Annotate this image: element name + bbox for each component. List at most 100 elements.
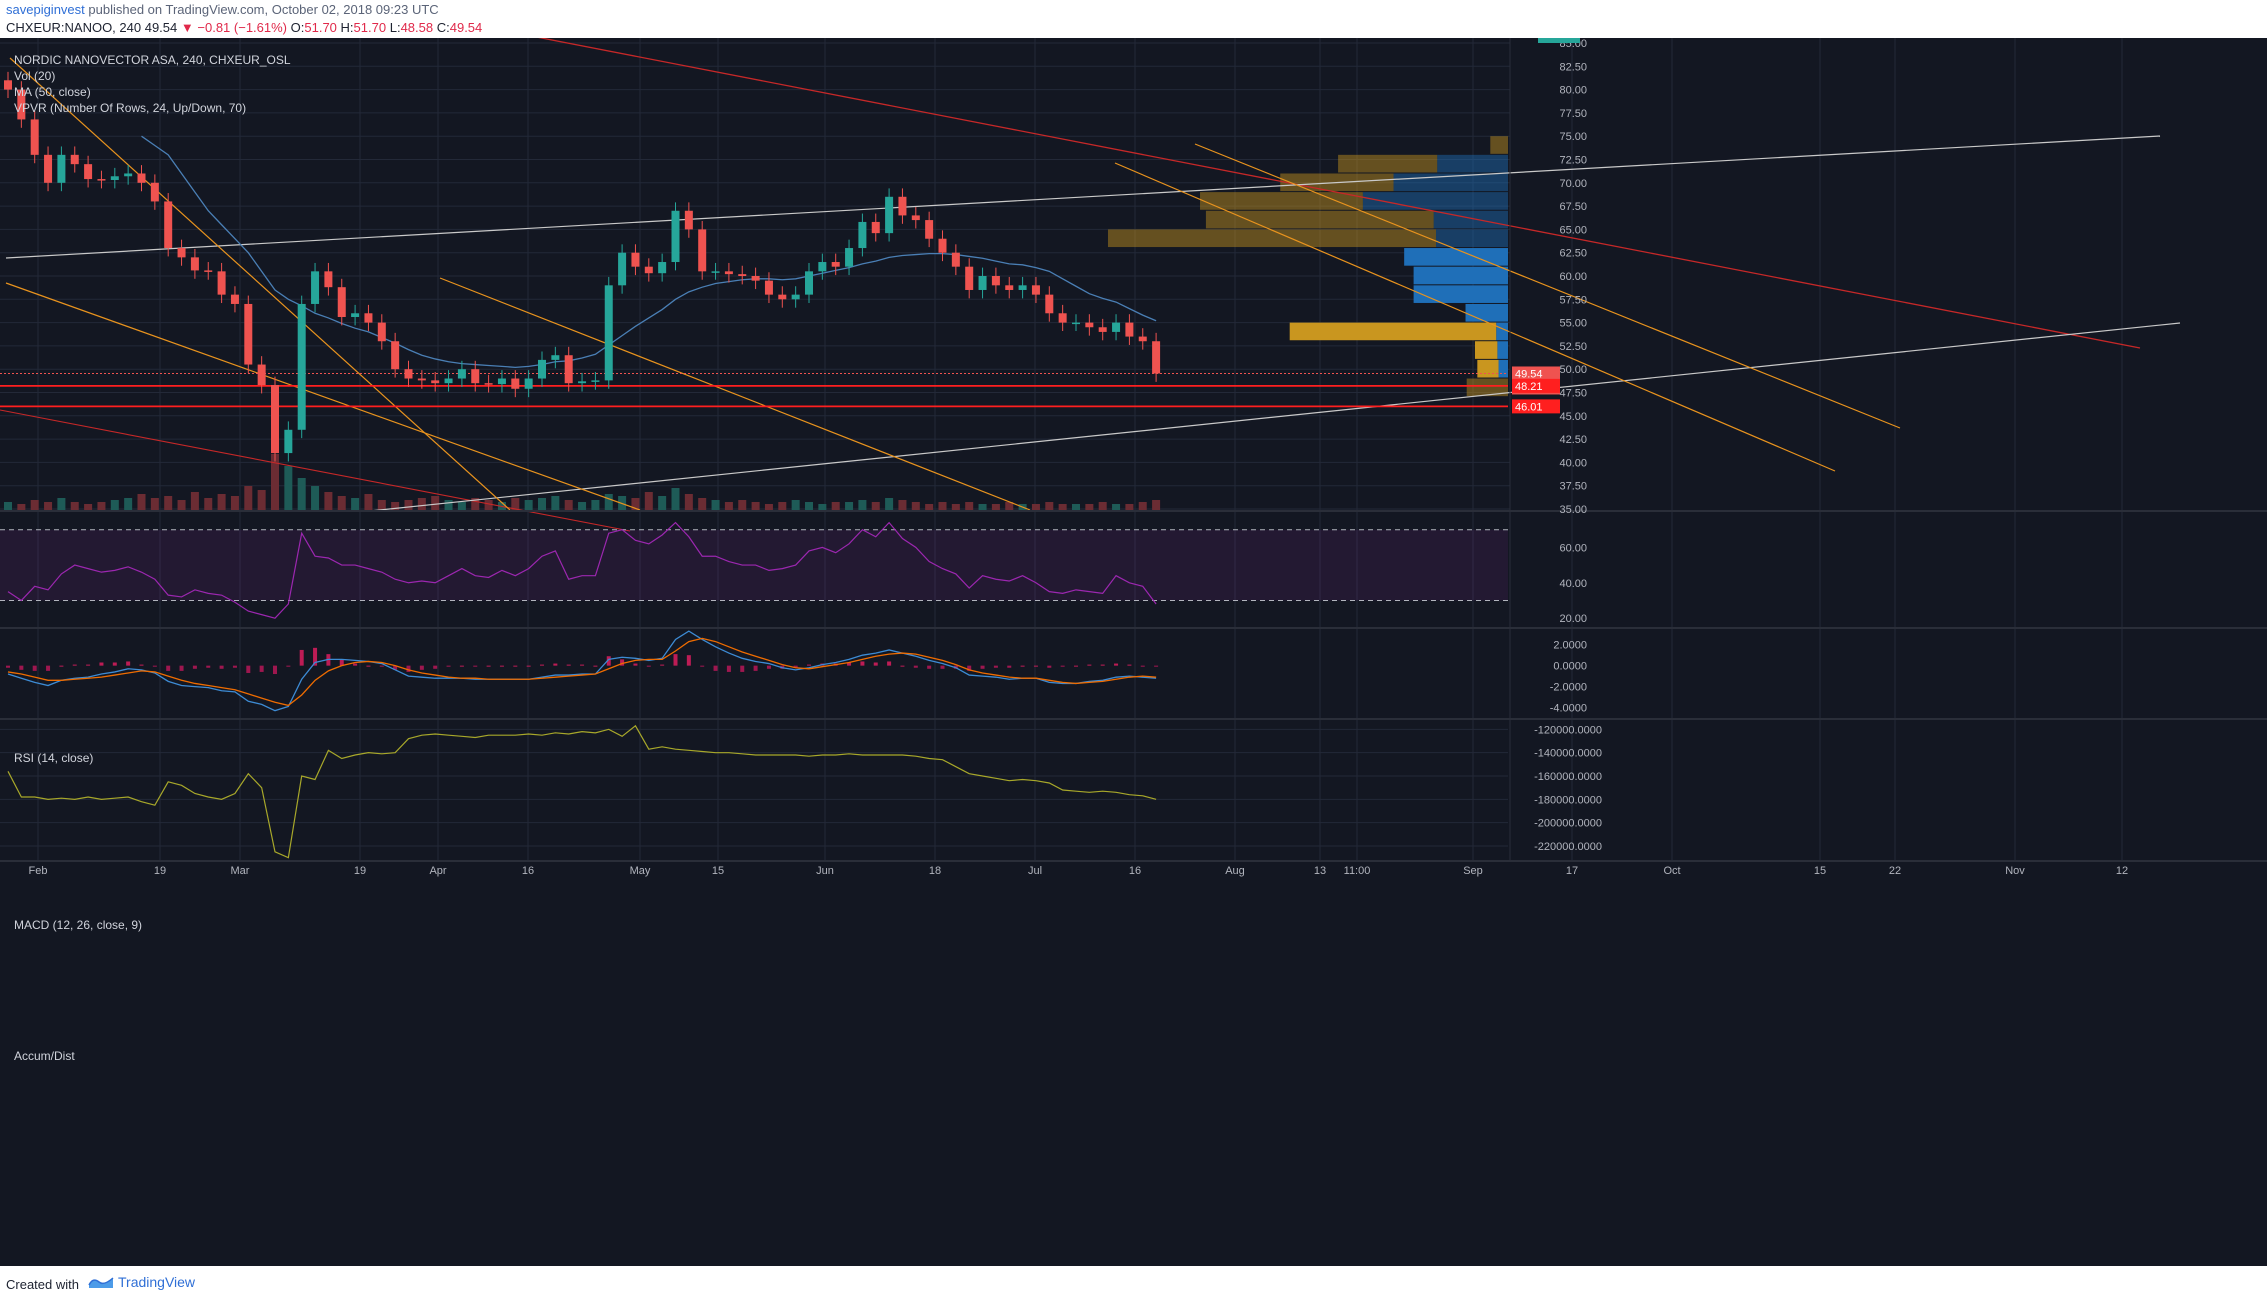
candle-body: [885, 196, 894, 234]
price-tick-label: 37.50: [1559, 481, 1587, 493]
date-tick-label: May: [630, 865, 651, 877]
macd-histogram-bar: [1074, 665, 1078, 667]
volume-bar: [351, 498, 360, 510]
candle-body: [1005, 285, 1014, 290]
moving-average: [141, 135, 1157, 368]
candle-body: [925, 220, 934, 239]
macd-histogram-bar: [99, 662, 104, 666]
volume-bar: [391, 502, 400, 510]
macd-histogram-bar: [59, 665, 64, 667]
volume-bar: [991, 504, 1000, 510]
candle-body: [965, 266, 974, 290]
legend-vpvr: VPVR (Number Of Rows, 24, Up/Down, 70): [14, 101, 246, 115]
volume-bar: [484, 500, 493, 510]
volume-bar: [551, 496, 560, 510]
legend-ma: MA (50, close): [14, 85, 91, 99]
vpvr-up-row: [1498, 359, 1508, 378]
volume-bar: [1112, 504, 1121, 510]
chart-canvas[interactable]: 60.00 40.00 20.00 2.0000 0.0000 -2.0000 -4.00…: [0, 38, 2267, 1266]
candle-body: [137, 173, 146, 183]
volume-bar: [4, 502, 12, 510]
vpvr-up-row: [1496, 322, 1508, 341]
trend-lines: [0, 38, 2181, 532]
candle-body: [698, 229, 707, 272]
price-tick-label: 52.50: [1559, 341, 1587, 353]
grid: [0, 38, 2123, 860]
volume-bar: [671, 488, 680, 510]
date-tick-label: Oct: [1663, 865, 1680, 877]
volume-bar: [244, 486, 253, 510]
volume-bar: [177, 500, 186, 510]
candle-body: [671, 210, 680, 263]
volume-bar: [845, 502, 854, 510]
macd-label: MACD (12, 26, close, 9): [14, 918, 142, 932]
chart-header: savepiginvest published on TradingView.c…: [0, 0, 2267, 38]
candle-body: [644, 266, 653, 274]
macd-histogram-bar: [393, 665, 398, 670]
volume-bar: [190, 492, 199, 510]
candle-body: [991, 276, 1000, 286]
volume-bar: [1085, 504, 1094, 510]
volume-bar: [698, 498, 707, 510]
last-price: 49.54: [144, 20, 178, 35]
low-label: L:: [389, 20, 401, 35]
volume-bar: [97, 502, 106, 510]
orange-channel-3a: [1194, 143, 1901, 429]
price-label-box: [1512, 366, 1560, 381]
date-tick-label: 18: [929, 865, 941, 877]
macd-histogram-bar: [72, 664, 77, 666]
macd-histogram-bar: [1087, 664, 1092, 666]
legend-vol: Vol (20): [14, 69, 55, 83]
candle-body: [404, 369, 413, 379]
candle-body: [217, 271, 226, 295]
volume-bar: [457, 502, 466, 510]
macd-histogram-bar: [1007, 665, 1012, 668]
date-tick-label: 15: [712, 865, 724, 877]
volume-bar: [951, 504, 960, 510]
date-tick-label: Jun: [816, 865, 834, 877]
macd-histogram-bar: [232, 665, 237, 668]
macd-histogram-bar: [286, 665, 291, 667]
volume-bar: [751, 502, 760, 510]
accdist-line: [7, 724, 1157, 859]
macd-histogram-bar: [19, 665, 24, 670]
candle-body: [564, 355, 573, 384]
price-label-text: 48.21: [1515, 381, 1543, 393]
price-tick-label: 60.00: [1559, 271, 1587, 283]
red-trendline-top: [538, 38, 2141, 349]
volume-bar: [431, 496, 440, 510]
date-tick-label: Jul: [1028, 865, 1042, 877]
macd-histogram-bar: [313, 647, 318, 666]
volume-bar: [84, 504, 93, 510]
volume-bar: [978, 504, 987, 510]
rsi-line: [7, 521, 1157, 619]
orange-channel-3b: [1114, 162, 1836, 472]
macd-tick-label: 2.0000: [1553, 640, 1587, 652]
down-arrow-icon: ▼: [180, 20, 194, 35]
volume-bar: [337, 496, 346, 510]
low-value: 48.58: [400, 20, 434, 35]
rsi-pane: 60.00 40.00 20.00: [0, 521, 1587, 625]
macd-histogram-bar: [499, 665, 504, 667]
volume-bar: [217, 494, 226, 510]
price-tick-label: 70.00: [1559, 178, 1587, 190]
candle-body: [551, 355, 560, 360]
candle-body: [110, 176, 119, 181]
macd-histogram-bar: [366, 665, 371, 667]
accdist-tick-label: -200000.0000: [1534, 818, 1602, 830]
candle-body: [1085, 322, 1094, 328]
vpvr-up-row: [1362, 192, 1508, 210]
accdist-label: Accum/Dist: [14, 1049, 75, 1063]
date-tick-label: 11:00: [1344, 865, 1371, 877]
macd-histogram-bar: [192, 665, 197, 669]
date-tick-label: 16: [522, 865, 534, 877]
tradingview-link[interactable]: TradingView: [88, 1274, 195, 1290]
author-link[interactable]: savepiginvest: [6, 2, 85, 17]
accdist-pane: -120000.0000 -140000.0000 -160000.0000 -180…: [0, 724, 1602, 859]
volume-bar: [791, 500, 800, 510]
volume-bar: [230, 496, 239, 510]
candle-body: [230, 294, 239, 304]
macd-histogram-bar: [299, 649, 304, 666]
macd-histogram-bar: [940, 665, 945, 669]
macd-line: [7, 630, 1157, 712]
